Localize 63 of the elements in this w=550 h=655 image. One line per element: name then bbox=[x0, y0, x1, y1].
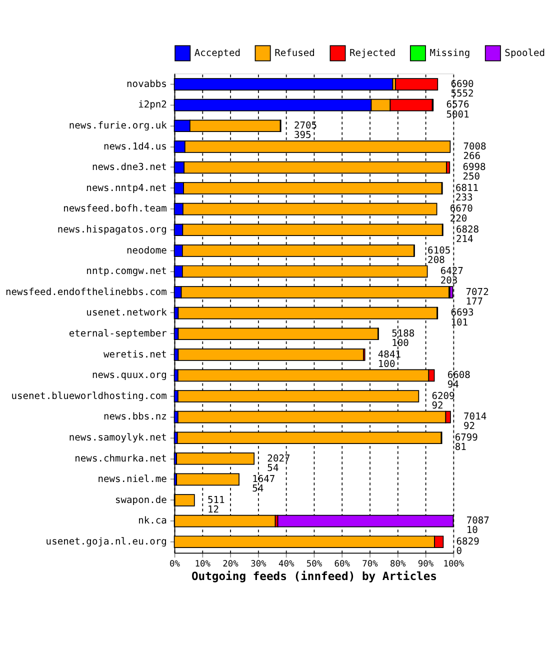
x-tick-label: 80% bbox=[390, 559, 407, 570]
y-tick-label: news.hispagatos.org bbox=[57, 224, 167, 236]
x-tick-label: 50% bbox=[306, 559, 323, 570]
annotation: 2705 395 bbox=[294, 120, 318, 142]
annotation: 7008 266 bbox=[463, 141, 487, 162]
x-tick-label: 10% bbox=[194, 559, 212, 570]
x-tick-label: 40% bbox=[278, 559, 295, 570]
annotation: 7072 177 bbox=[466, 286, 489, 308]
y-tick-label: nntp.comgw.net bbox=[86, 266, 167, 278]
annotation: 6690 5552 bbox=[450, 78, 474, 100]
annotation: 511 12 bbox=[207, 494, 226, 516]
y-tick-label: news.quux.org bbox=[92, 370, 167, 382]
y-tick-label: news.chmurka.net bbox=[74, 453, 167, 464]
x-tick-label: 0% bbox=[170, 559, 181, 570]
annotation: 6576 5001 bbox=[446, 100, 470, 120]
y-tick-label: news.samoylyk.net bbox=[68, 432, 167, 444]
y-tick-label: news.furie.org.uk bbox=[68, 120, 168, 132]
y-tick-label: neodome bbox=[126, 245, 168, 256]
x-tick-label: 30% bbox=[250, 559, 268, 570]
annotation: 5188 100 bbox=[392, 328, 415, 350]
y-tick-label: weretis.net bbox=[103, 349, 167, 360]
y-tick-label: swapon.de bbox=[115, 494, 168, 506]
y-tick-label: newsfeed.bofh.team bbox=[63, 204, 168, 215]
x-tick-label: 70% bbox=[362, 559, 379, 570]
legend-label: Rejected bbox=[350, 48, 396, 59]
annotation: 4841 100 bbox=[378, 349, 402, 370]
annotation: 6828 214 bbox=[456, 224, 480, 246]
annotation: 6799 81 bbox=[454, 432, 478, 454]
annotation: 6608 94 bbox=[447, 370, 471, 391]
y-tick-label: novabbs bbox=[126, 78, 167, 90]
legend-label: Missing bbox=[430, 48, 470, 59]
annotation: 6998 250 bbox=[462, 162, 486, 183]
x-tick-label: 20% bbox=[222, 559, 240, 570]
x-axis-title: Outgoing feeds (innfeed) by Articles bbox=[191, 569, 437, 584]
y-tick-label: usenet.blueworldhosting.com bbox=[11, 390, 168, 402]
annotation: 6670 220 bbox=[450, 204, 474, 224]
y-tick-label: news.niel.me bbox=[98, 474, 168, 486]
y-tick-label: newsfeed.endofthelinebbs.com bbox=[5, 286, 168, 298]
annotation: 6693 101 bbox=[450, 308, 474, 328]
y-tick-label: eternal-september bbox=[68, 328, 168, 340]
annotation: 6105 208 bbox=[428, 245, 451, 266]
y-tick-label: usenet.network bbox=[86, 308, 168, 319]
annotation: 7014 92 bbox=[464, 412, 487, 432]
y-tick-label: news.bbs.nz bbox=[103, 412, 167, 423]
legend-label: Refused bbox=[274, 48, 315, 59]
x-tick-label: 60% bbox=[334, 559, 351, 570]
y-tick-label: nk.ca bbox=[138, 516, 167, 527]
legend-label: Spooled bbox=[504, 48, 546, 59]
annotation: 2027 54 bbox=[267, 453, 290, 474]
y-tick-label: news.nntp4.net bbox=[86, 182, 167, 194]
annotation: 6829 0 bbox=[456, 536, 480, 558]
y-tick-label: i2pn2 bbox=[138, 100, 167, 111]
annotation: 6811 233 bbox=[455, 182, 479, 204]
annotation: 7087 10 bbox=[466, 516, 490, 536]
annotation: 6427 203 bbox=[440, 266, 464, 287]
annotation: 6209 92 bbox=[432, 390, 456, 412]
y-tick-label: news.dne3.net bbox=[92, 162, 167, 174]
annotation: 1647 54 bbox=[252, 474, 276, 495]
y-tick-label: usenet.goja.nl.eu.org bbox=[46, 536, 167, 548]
x-tick-label: 100% bbox=[443, 559, 465, 570]
y-tick-label: news.1d4.us bbox=[103, 141, 167, 152]
legend-label: Accepted bbox=[194, 48, 241, 59]
x-tick-label: 90% bbox=[418, 559, 434, 570]
